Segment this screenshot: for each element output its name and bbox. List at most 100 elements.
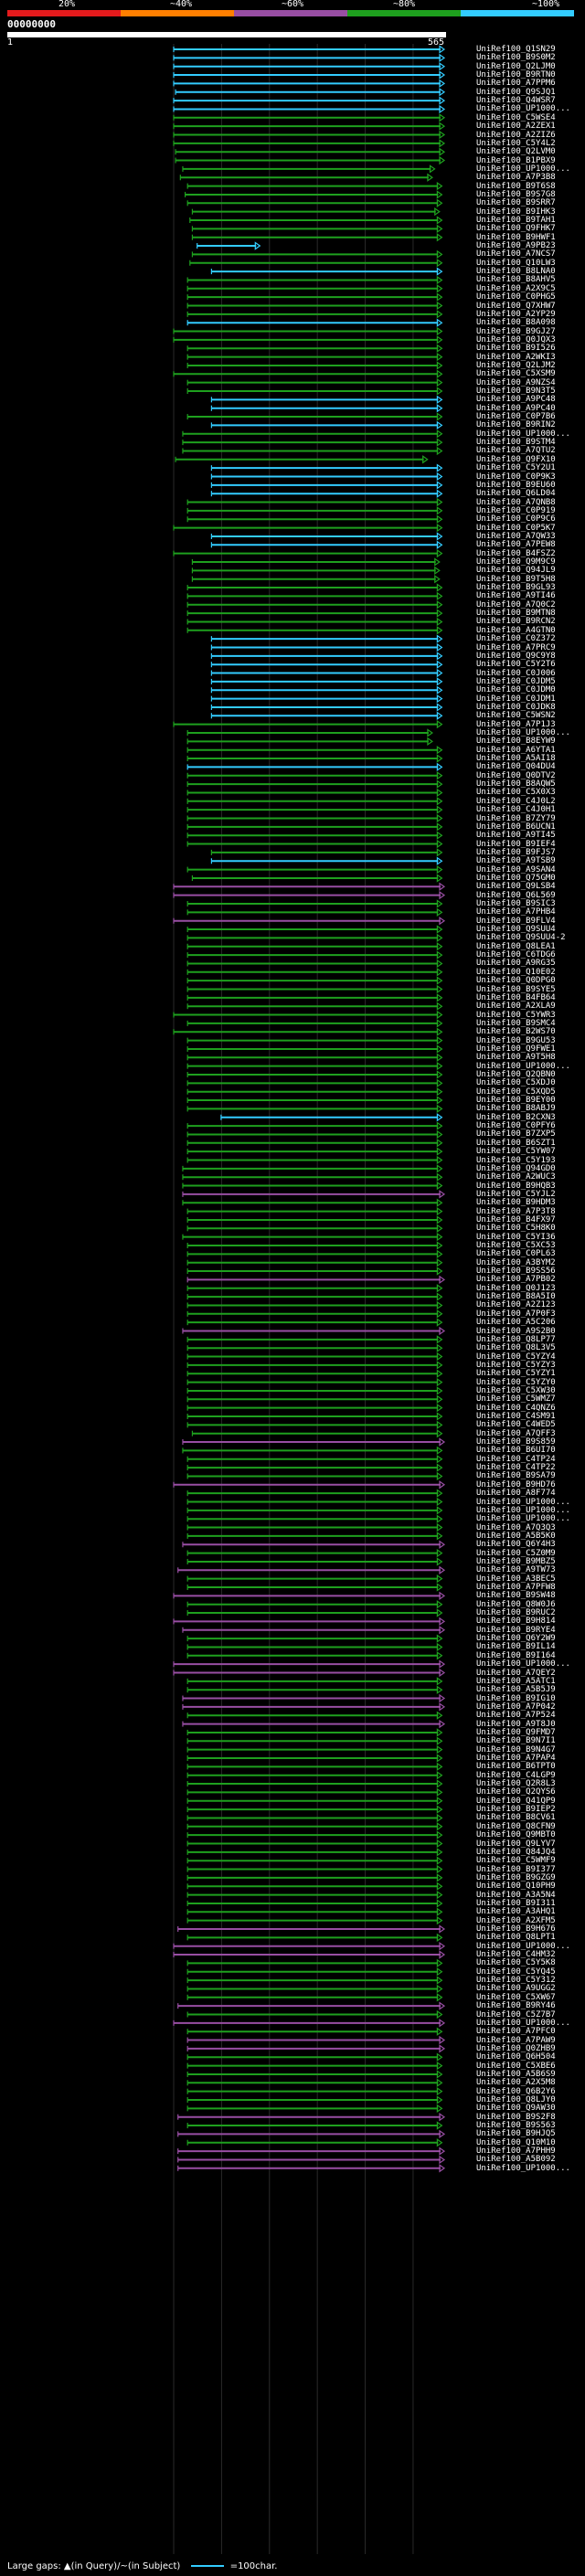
- hit-label[interactable]: UniRef100_A7P042: [476, 1701, 556, 1712]
- hit-label[interactable]: UniRef100_C0PHG5: [476, 292, 556, 302]
- hit-label[interactable]: UniRef100_Q8LPT1: [476, 1933, 556, 1943]
- hit-label[interactable]: UniRef100_A7NCS7: [476, 249, 556, 260]
- hit-label[interactable]: UniRef100_C4WED5: [476, 1420, 556, 1430]
- hit-label[interactable]: UniRef100_C5Y193: [476, 1155, 556, 1165]
- hit-label[interactable]: UniRef100_Q6Y4H3: [476, 1540, 556, 1550]
- hit-label[interactable]: UniRef100_Q8LEA1: [476, 941, 556, 951]
- hit-label[interactable]: UniRef100_B9H676: [476, 1924, 556, 1934]
- hit-label[interactable]: UniRef100_A2X9C5: [476, 283, 556, 293]
- hit-label[interactable]: UniRef100_A9PC48: [476, 395, 556, 405]
- hit-label[interactable]: UniRef100_A9T5H8: [476, 1053, 556, 1063]
- hit-label[interactable]: UniRef100_A3A5N4: [476, 1890, 556, 1900]
- hit-label[interactable]: UniRef100_C5YZY0: [476, 1377, 556, 1387]
- hit-label[interactable]: UniRef100_B9GU53: [476, 1035, 556, 1045]
- hit-label[interactable]: UniRef100_UP1000...: [476, 1941, 570, 1951]
- hit-label[interactable]: UniRef100_A2X5M8: [476, 2078, 556, 2088]
- hit-label[interactable]: UniRef100_C5XQD5: [476, 1087, 556, 1097]
- hit-label[interactable]: UniRef100_B9SRR7: [476, 198, 556, 208]
- hit-label[interactable]: UniRef100_A7P3B8: [476, 173, 556, 183]
- hit-label[interactable]: UniRef100_B9RCN2: [476, 617, 556, 627]
- hit-label[interactable]: UniRef100_B9RIN2: [476, 420, 556, 430]
- hit-label[interactable]: UniRef100_C5Y4L2: [476, 138, 556, 148]
- hit-label[interactable]: UniRef100_A7P524: [476, 1711, 556, 1721]
- hit-label[interactable]: UniRef100_B7ZXP5: [476, 1129, 556, 1140]
- hit-label[interactable]: UniRef100_Q9MBT0: [476, 1830, 556, 1840]
- hit-label[interactable]: UniRef100_A7Q0C2: [476, 599, 556, 610]
- hit-label[interactable]: UniRef100_B9GZG9: [476, 1872, 556, 1882]
- hit-label[interactable]: UniRef100_B9HDM3: [476, 1198, 556, 1208]
- hit-label[interactable]: UniRef100_B9RUC2: [476, 1608, 556, 1618]
- hit-label[interactable]: UniRef100_B2WS70: [476, 1027, 556, 1037]
- hit-label[interactable]: UniRef100_B4FX97: [476, 1214, 556, 1224]
- hit-label[interactable]: UniRef100_C4J0L2: [476, 796, 556, 806]
- hit-label[interactable]: UniRef100_C5YZY3: [476, 1360, 556, 1370]
- hit-label[interactable]: UniRef100_A5AI18: [476, 754, 556, 764]
- hit-label[interactable]: UniRef100_A7P1J3: [476, 719, 556, 729]
- hit-label[interactable]: UniRef100_Q2R8L3: [476, 1779, 556, 1789]
- hit-label[interactable]: UniRef100_Q6LD04: [476, 489, 556, 499]
- hit-label[interactable]: UniRef100_A2XLA9: [476, 1002, 556, 1012]
- hit-label[interactable]: UniRef100_Q8W0J6: [476, 1599, 556, 1609]
- hit-label[interactable]: UniRef100_B9STM4: [476, 438, 556, 448]
- hit-label[interactable]: UniRef100_A6YTA1: [476, 745, 556, 755]
- hit-label[interactable]: UniRef100_B9N7I1: [476, 1736, 556, 1746]
- hit-label[interactable]: UniRef100_B9I164: [476, 1650, 556, 1660]
- hit-label[interactable]: UniRef100_C5YI36: [476, 1232, 556, 1242]
- hit-label[interactable]: UniRef100_Q9FMD7: [476, 1727, 556, 1737]
- hit-label[interactable]: UniRef100_A9TI45: [476, 831, 556, 841]
- hit-label[interactable]: UniRef100_Q9FWE1: [476, 1044, 556, 1054]
- hit-label[interactable]: UniRef100_Q9SUU4-2: [476, 933, 566, 943]
- hit-label[interactable]: UniRef100_C5YJL2: [476, 1189, 556, 1199]
- hit-label[interactable]: UniRef100_B6UCN1: [476, 822, 556, 832]
- hit-label[interactable]: UniRef100_A7PEW8: [476, 540, 556, 550]
- hit-label[interactable]: UniRef100_A5B5J9: [476, 1685, 556, 1695]
- hit-label[interactable]: UniRef100_B9S859: [476, 1437, 556, 1447]
- hit-label[interactable]: UniRef100_B9I311: [476, 1898, 556, 1908]
- hit-label[interactable]: UniRef100_A7QEY2: [476, 1668, 556, 1678]
- hit-label[interactable]: UniRef100_C5WSN2: [476, 711, 556, 721]
- hit-label[interactable]: UniRef100_C4J0H1: [476, 805, 556, 815]
- hit-label[interactable]: UniRef100_Q6H504: [476, 2052, 556, 2062]
- hit-label[interactable]: UniRef100_B8LNA0: [476, 267, 556, 277]
- hit-label[interactable]: UniRef100_A7PFW8: [476, 1583, 556, 1592]
- hit-label[interactable]: UniRef100_B9FLV4: [476, 916, 556, 926]
- hit-label[interactable]: UniRef100_A2WKI3: [476, 352, 556, 362]
- hit-label[interactable]: UniRef100_C5XW67: [476, 1992, 556, 2002]
- hit-label[interactable]: UniRef100_A7PAP4: [476, 1754, 556, 1763]
- hit-label[interactable]: UniRef100_B9I526: [476, 344, 556, 354]
- hit-label[interactable]: UniRef100_A7QTU2: [476, 446, 556, 456]
- hit-label[interactable]: UniRef100_B9IHK3: [476, 207, 556, 217]
- hit-label[interactable]: UniRef100_B9RTN0: [476, 70, 556, 80]
- hit-label[interactable]: UniRef100_C0J006: [476, 668, 556, 678]
- hit-label[interactable]: UniRef100_B9H814: [476, 1617, 556, 1627]
- hit-label[interactable]: UniRef100_A7QW33: [476, 531, 556, 541]
- hit-label[interactable]: UniRef100_UP1000...: [476, 1061, 570, 1071]
- hit-label[interactable]: UniRef100_Q9SJQ1: [476, 87, 556, 97]
- hit-label[interactable]: UniRef100_C0JDM5: [476, 676, 556, 686]
- hit-label[interactable]: UniRef100_A7P0F3: [476, 1309, 556, 1319]
- hit-label[interactable]: UniRef100_Q6Y2W9: [476, 1634, 556, 1644]
- hit-label[interactable]: UniRef100_C0PFY6: [476, 1121, 556, 1131]
- hit-label[interactable]: UniRef100_B8AHV5: [476, 275, 556, 285]
- hit-label[interactable]: UniRef100_C5YQ45: [476, 1966, 556, 1977]
- hit-label[interactable]: UniRef100_B9HJQ5: [476, 2129, 556, 2139]
- hit-label[interactable]: UniRef100_UP1000...: [476, 2018, 570, 2028]
- hit-label[interactable]: UniRef100_C5X0X3: [476, 788, 556, 798]
- hit-label[interactable]: UniRef100_B6TPT0: [476, 1762, 556, 1772]
- hit-label[interactable]: UniRef100_C0P9K3: [476, 472, 556, 482]
- hit-label[interactable]: UniRef100_C0JDM0: [476, 685, 556, 695]
- hit-label[interactable]: UniRef100_Q10M10: [476, 2137, 556, 2147]
- hit-label[interactable]: UniRef100_Q9LYV7: [476, 1839, 556, 1849]
- hit-label[interactable]: UniRef100_C4LGP9: [476, 1770, 556, 1780]
- hit-label[interactable]: UniRef100_Q1SN29: [476, 45, 556, 54]
- hit-label[interactable]: UniRef100_C0P919: [476, 505, 556, 515]
- hit-label[interactable]: UniRef100_UP1000...: [476, 1497, 570, 1507]
- hit-label[interactable]: UniRef100_B9SMC4: [476, 1018, 556, 1028]
- hit-label[interactable]: UniRef100_B8A5I0: [476, 1292, 556, 1302]
- hit-label[interactable]: UniRef100_C4SM91: [476, 1412, 556, 1421]
- hit-label[interactable]: UniRef100_B9HD76: [476, 1479, 556, 1489]
- hit-label[interactable]: UniRef100_UP1000...: [476, 429, 570, 439]
- hit-label[interactable]: UniRef100_B8ABJ9: [476, 1104, 556, 1114]
- hit-label[interactable]: UniRef100_A3BEC5: [476, 1574, 556, 1584]
- hit-label[interactable]: UniRef100_A9TI46: [476, 591, 556, 601]
